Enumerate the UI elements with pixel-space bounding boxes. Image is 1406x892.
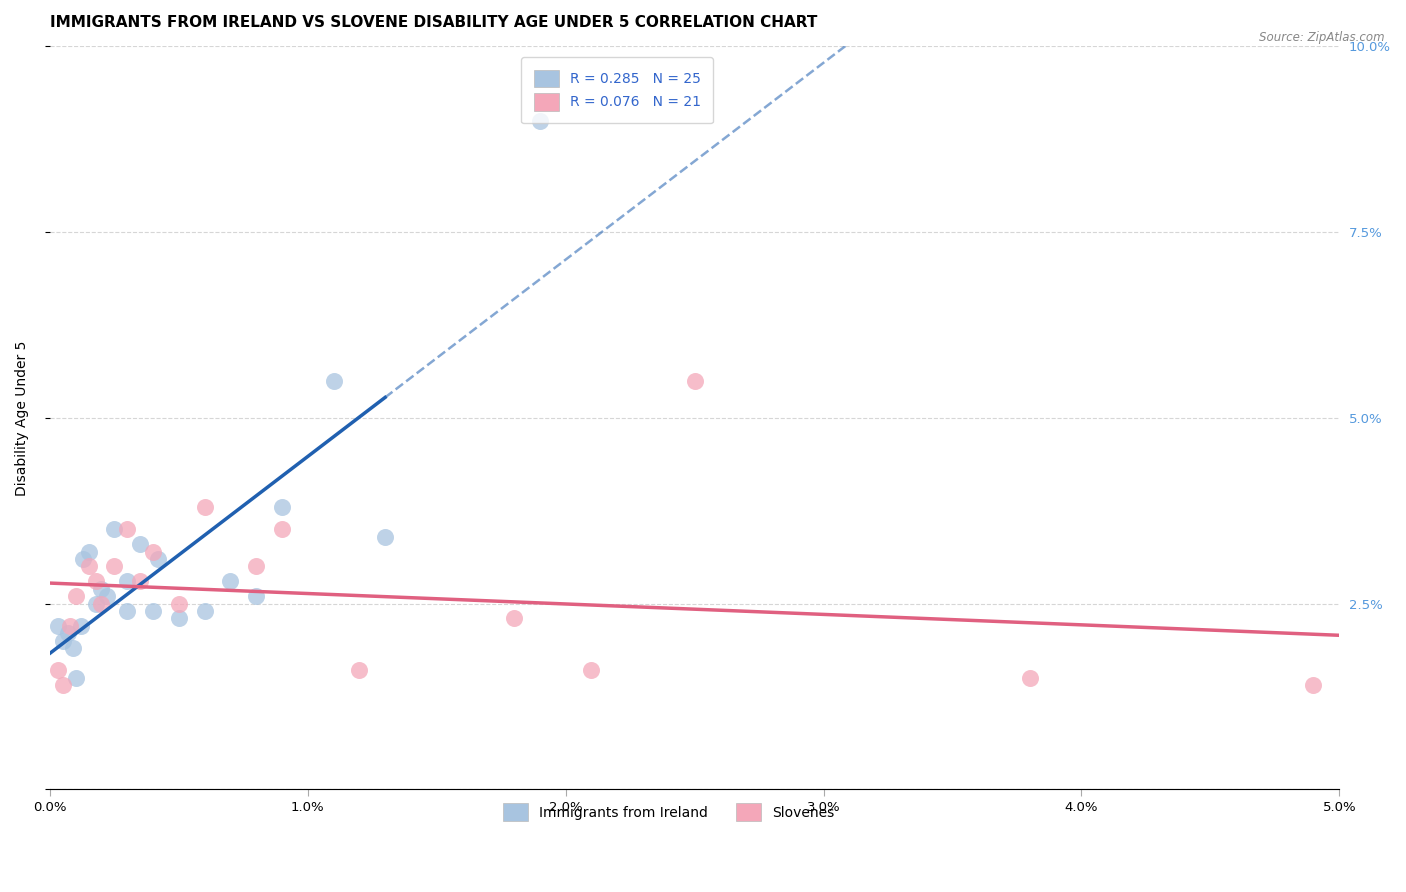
- Point: [1302, 678, 1324, 692]
- Point: [167, 597, 190, 611]
- Point: [529, 113, 551, 128]
- Point: [245, 559, 267, 574]
- Point: [84, 574, 107, 589]
- Point: [581, 664, 603, 678]
- Point: [193, 500, 215, 514]
- Point: [167, 611, 190, 625]
- Point: [56, 626, 79, 640]
- Point: [271, 522, 294, 536]
- Point: [52, 678, 75, 692]
- Point: [59, 619, 82, 633]
- Point: [142, 604, 165, 618]
- Point: [90, 597, 112, 611]
- Point: [374, 530, 396, 544]
- Point: [96, 589, 118, 603]
- Point: [72, 552, 94, 566]
- Point: [503, 611, 526, 625]
- Text: IMMIGRANTS FROM IRELAND VS SLOVENE DISABILITY AGE UNDER 5 CORRELATION CHART: IMMIGRANTS FROM IRELAND VS SLOVENE DISAB…: [49, 15, 817, 30]
- Point: [90, 582, 112, 596]
- Point: [193, 604, 215, 618]
- Point: [349, 664, 371, 678]
- Point: [1018, 671, 1040, 685]
- Legend: Immigrants from Ireland, Slovenes: Immigrants from Ireland, Slovenes: [498, 797, 839, 827]
- Point: [65, 589, 87, 603]
- Point: [271, 500, 294, 514]
- Point: [219, 574, 242, 589]
- Point: [142, 544, 165, 558]
- Point: [77, 559, 100, 574]
- Point: [84, 597, 107, 611]
- Point: [115, 522, 138, 536]
- Point: [62, 641, 84, 656]
- Point: [146, 552, 169, 566]
- Point: [46, 619, 69, 633]
- Point: [115, 574, 138, 589]
- Point: [322, 374, 344, 388]
- Point: [245, 589, 267, 603]
- Point: [103, 522, 125, 536]
- Y-axis label: Disability Age Under 5: Disability Age Under 5: [15, 340, 30, 496]
- Point: [103, 559, 125, 574]
- Point: [115, 604, 138, 618]
- Point: [77, 544, 100, 558]
- Point: [46, 664, 69, 678]
- Point: [69, 619, 91, 633]
- Point: [65, 671, 87, 685]
- Point: [129, 574, 152, 589]
- Point: [129, 537, 152, 551]
- Text: Source: ZipAtlas.com: Source: ZipAtlas.com: [1260, 31, 1385, 45]
- Point: [52, 633, 75, 648]
- Point: [683, 374, 706, 388]
